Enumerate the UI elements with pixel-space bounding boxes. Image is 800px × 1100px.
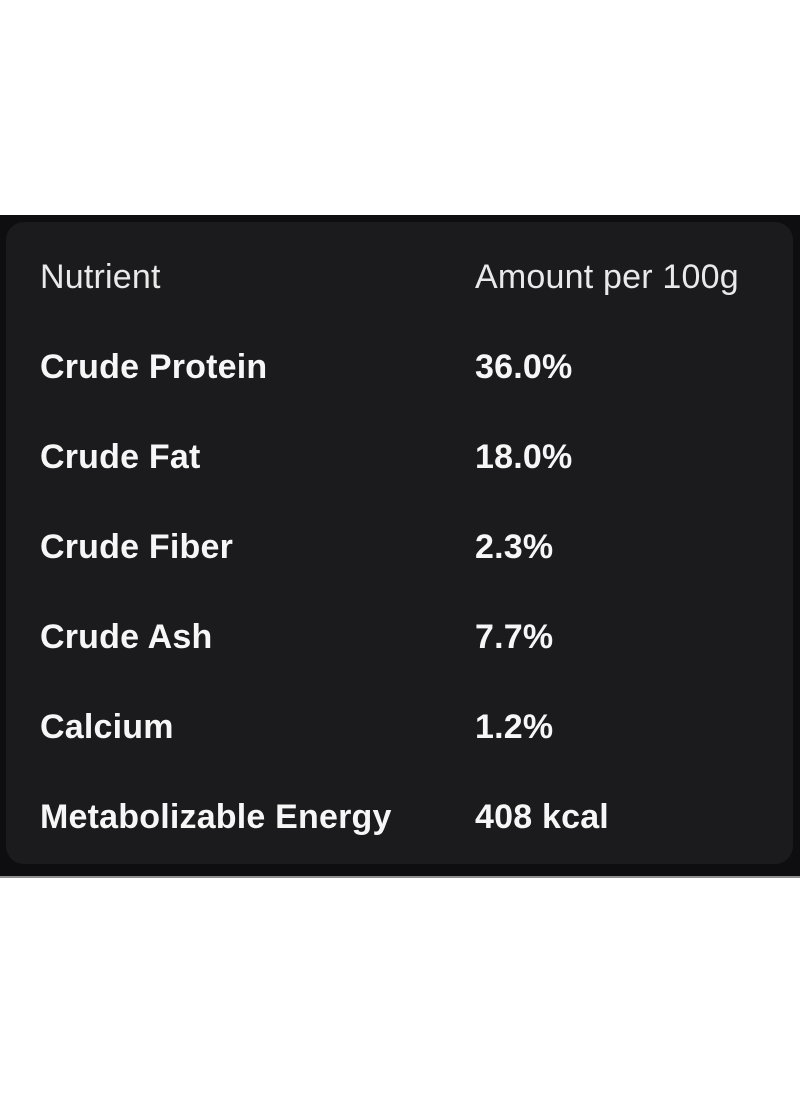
nutrient-cell: Crude Protein — [40, 348, 268, 386]
amount-cell: 7.7% — [475, 618, 554, 656]
table-row: Crude Ash 7.7% — [40, 592, 753, 682]
table-row: Calcium 1.2% — [40, 682, 753, 772]
nutrient-cell: Metabolizable Energy — [40, 798, 392, 836]
table-row: Crude Fat 18.0% — [40, 412, 753, 502]
table-row: Crude Fiber 2.3% — [40, 502, 753, 592]
amount-cell: 18.0% — [475, 438, 573, 476]
table-header-row: Nutrient Amount per 100g — [40, 232, 753, 322]
nutrient-cell: Crude Ash — [40, 618, 213, 656]
nutrient-cell: Crude Fat — [40, 438, 201, 476]
nutrition-card: Nutrient Amount per 100g Crude Protein 3… — [6, 222, 793, 864]
amount-cell: 2.3% — [475, 528, 554, 566]
table-row: Metabolizable Energy 408 kcal — [40, 772, 753, 862]
nutrient-cell: Crude Fiber — [40, 528, 234, 566]
column-header-nutrient: Nutrient — [40, 258, 161, 296]
amount-cell: 408 kcal — [475, 798, 609, 836]
nutrition-section: Nutrient Amount per 100g Crude Protein 3… — [0, 215, 800, 878]
table-row: Crude Protein 36.0% — [40, 322, 753, 412]
amount-cell: 36.0% — [475, 348, 573, 386]
amount-cell: 1.2% — [475, 708, 554, 746]
nutrition-table: Nutrient Amount per 100g Crude Protein 3… — [6, 222, 793, 862]
column-header-amount: Amount per 100g — [475, 258, 739, 296]
table-body: Crude Protein 36.0% Crude Fat 18.0% Crud… — [40, 322, 753, 862]
nutrient-cell: Calcium — [40, 708, 174, 746]
